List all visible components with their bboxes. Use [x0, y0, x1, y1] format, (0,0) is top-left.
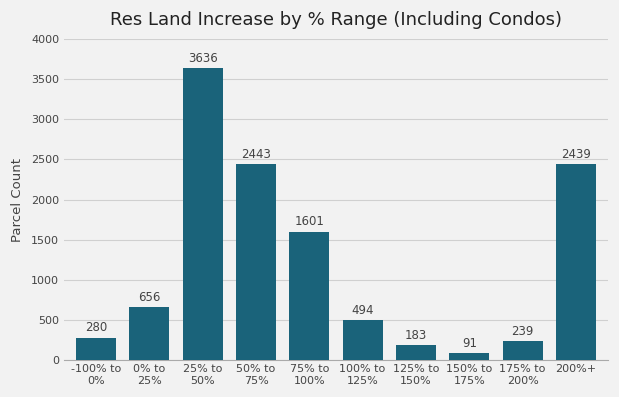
Text: 239: 239 [511, 325, 534, 338]
Title: Res Land Increase by % Range (Including Condos): Res Land Increase by % Range (Including … [110, 11, 562, 29]
Bar [129, 307, 170, 360]
Bar [183, 68, 223, 360]
Y-axis label: Parcel Count: Parcel Count [11, 158, 24, 241]
Text: 280: 280 [85, 322, 107, 334]
Text: 91: 91 [462, 337, 477, 350]
Bar [396, 345, 436, 360]
Text: 183: 183 [405, 329, 427, 342]
Bar [503, 341, 543, 360]
Text: 494: 494 [352, 304, 374, 317]
Text: 656: 656 [138, 291, 160, 304]
Bar [449, 353, 489, 360]
Text: 2443: 2443 [241, 148, 271, 161]
Text: 1601: 1601 [295, 216, 324, 228]
Text: 2439: 2439 [561, 148, 591, 161]
Bar [76, 337, 116, 360]
Bar [236, 164, 276, 360]
Bar [556, 164, 596, 360]
Bar [289, 231, 329, 360]
Text: 3636: 3636 [188, 52, 217, 65]
Bar [343, 320, 383, 360]
